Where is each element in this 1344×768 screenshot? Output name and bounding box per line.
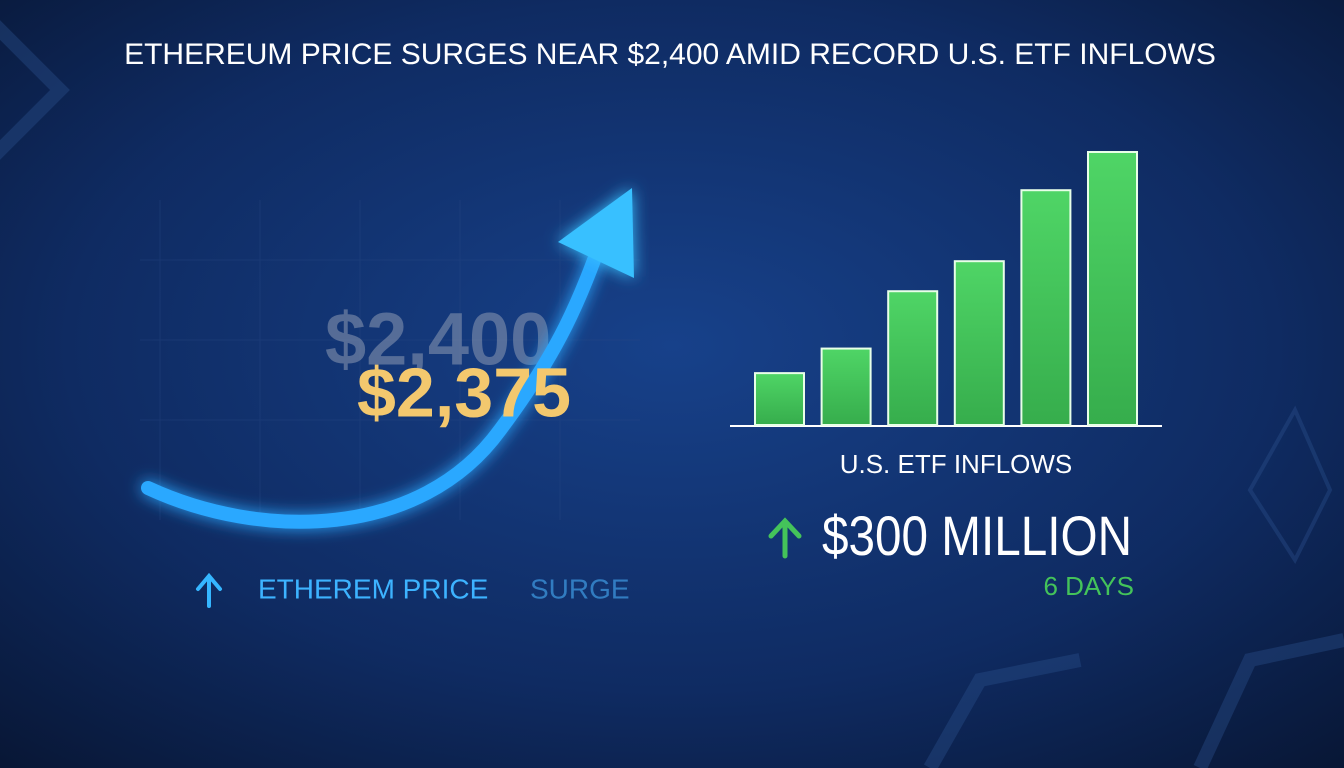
up-icon xyxy=(768,517,802,559)
bar xyxy=(953,260,1005,427)
bar xyxy=(887,290,939,427)
bar xyxy=(1087,151,1138,426)
bar xyxy=(820,347,872,426)
grid-decoration xyxy=(140,200,640,520)
period: 6 DAYS xyxy=(1043,571,1134,601)
chart-label: U.S. ETF INFLOWS xyxy=(840,449,1073,479)
price-target: $2,400 xyxy=(325,298,551,381)
arrow-head xyxy=(558,188,634,278)
up-icon xyxy=(196,572,222,608)
inflow-total: $300 MILLION xyxy=(822,504,1132,567)
title: ETHEREUM PRICE SURGES NEAR $2,400 AMID R… xyxy=(124,38,1216,71)
bar xyxy=(1020,189,1072,426)
price-current: $2,375 xyxy=(357,353,571,431)
price-caption: SURGE xyxy=(530,573,630,604)
price-arrow xyxy=(141,223,612,529)
price-caption: ETHEREM PRICE xyxy=(258,573,488,604)
hex-decoration xyxy=(0,20,1344,768)
bar xyxy=(754,372,805,427)
